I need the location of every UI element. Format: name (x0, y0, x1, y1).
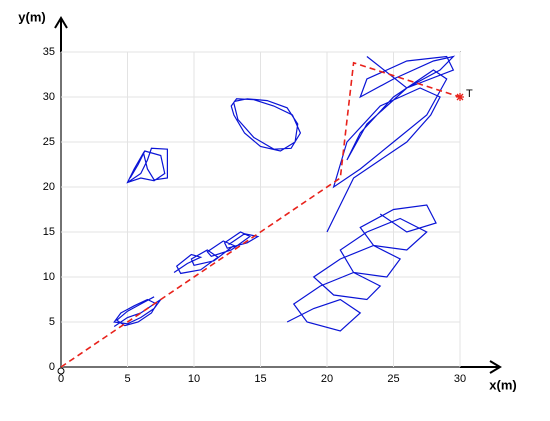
target-marker (456, 93, 464, 101)
x-tick-label: 10 (188, 373, 200, 385)
x-tick-label: 30 (454, 373, 466, 385)
trajectory (173, 231, 260, 275)
y-tick-label: 25 (43, 136, 55, 148)
reference-path (60, 61, 461, 368)
origin (57, 367, 65, 375)
y-tick-label: 5 (49, 316, 55, 328)
y-tick-label: 0 (49, 361, 55, 373)
trajectory (126, 147, 168, 184)
trajectory (286, 204, 437, 332)
y-tick-label: 30 (43, 91, 55, 103)
target-label: T (466, 88, 473, 100)
x-tick-label: 25 (387, 373, 399, 385)
x-tick-label: 20 (321, 373, 333, 385)
x-tick-label: 5 (124, 373, 130, 385)
x-tick-label: 15 (254, 373, 266, 385)
y-tick-label: 15 (43, 226, 55, 238)
x-axis-label: x(m) (489, 377, 516, 392)
trajectory (326, 55, 456, 233)
y-tick-label: 10 (43, 271, 55, 283)
x-arrow (489, 360, 502, 374)
y-axis-label: y(m) (18, 9, 45, 24)
y-tick-label: 35 (43, 46, 55, 58)
trajectory (230, 98, 302, 152)
y-arrow (54, 16, 68, 29)
y-tick-label: 20 (43, 181, 55, 193)
x-tick-label: 0 (58, 373, 64, 385)
